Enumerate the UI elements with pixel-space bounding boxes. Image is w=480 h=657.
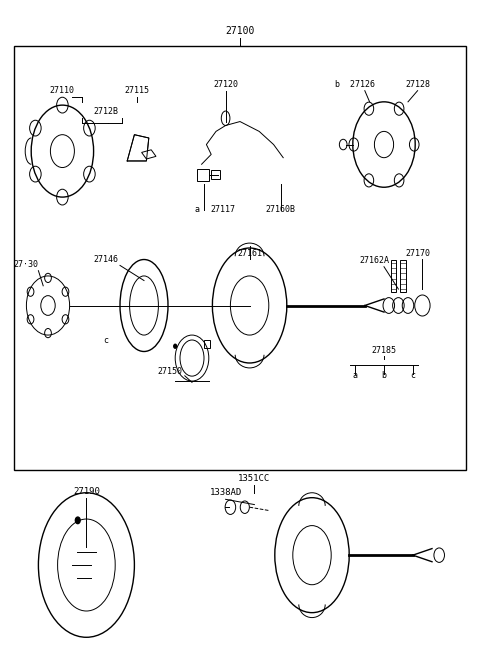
Bar bbox=[14, 46, 466, 470]
Text: 27162A: 27162A bbox=[360, 256, 389, 265]
Bar bbox=[391, 260, 396, 292]
Bar bbox=[197, 169, 209, 181]
Text: b  27126: b 27126 bbox=[335, 79, 375, 89]
Text: 27117: 27117 bbox=[211, 204, 236, 214]
Text: 27170: 27170 bbox=[405, 248, 430, 258]
Text: a: a bbox=[353, 371, 358, 380]
Text: 27120: 27120 bbox=[213, 79, 238, 89]
Circle shape bbox=[75, 517, 80, 524]
Text: 27185: 27185 bbox=[372, 346, 396, 355]
Text: 1351CC: 1351CC bbox=[238, 474, 271, 483]
Text: a: a bbox=[194, 204, 199, 214]
Text: 27150: 27150 bbox=[158, 367, 183, 376]
Text: 27110: 27110 bbox=[50, 86, 75, 95]
Bar bbox=[400, 260, 406, 292]
Circle shape bbox=[174, 344, 177, 348]
Text: 1338AD: 1338AD bbox=[209, 488, 242, 497]
Text: 27161: 27161 bbox=[237, 248, 262, 258]
Bar bbox=[211, 170, 220, 179]
Text: 27·30: 27·30 bbox=[14, 260, 39, 269]
Text: 27115: 27115 bbox=[124, 86, 149, 95]
Text: c: c bbox=[410, 371, 415, 380]
Text: 27190: 27190 bbox=[73, 487, 100, 496]
Text: 27128: 27128 bbox=[405, 79, 430, 89]
Text: b: b bbox=[382, 371, 386, 380]
Bar bbox=[204, 340, 210, 348]
Text: 27146: 27146 bbox=[93, 255, 118, 264]
Text: 27160B: 27160B bbox=[266, 204, 296, 214]
Polygon shape bbox=[142, 150, 156, 159]
Text: 2712B: 2712B bbox=[93, 107, 118, 116]
Polygon shape bbox=[127, 135, 149, 161]
Text: c: c bbox=[103, 336, 108, 345]
Text: 27100: 27100 bbox=[225, 26, 255, 36]
